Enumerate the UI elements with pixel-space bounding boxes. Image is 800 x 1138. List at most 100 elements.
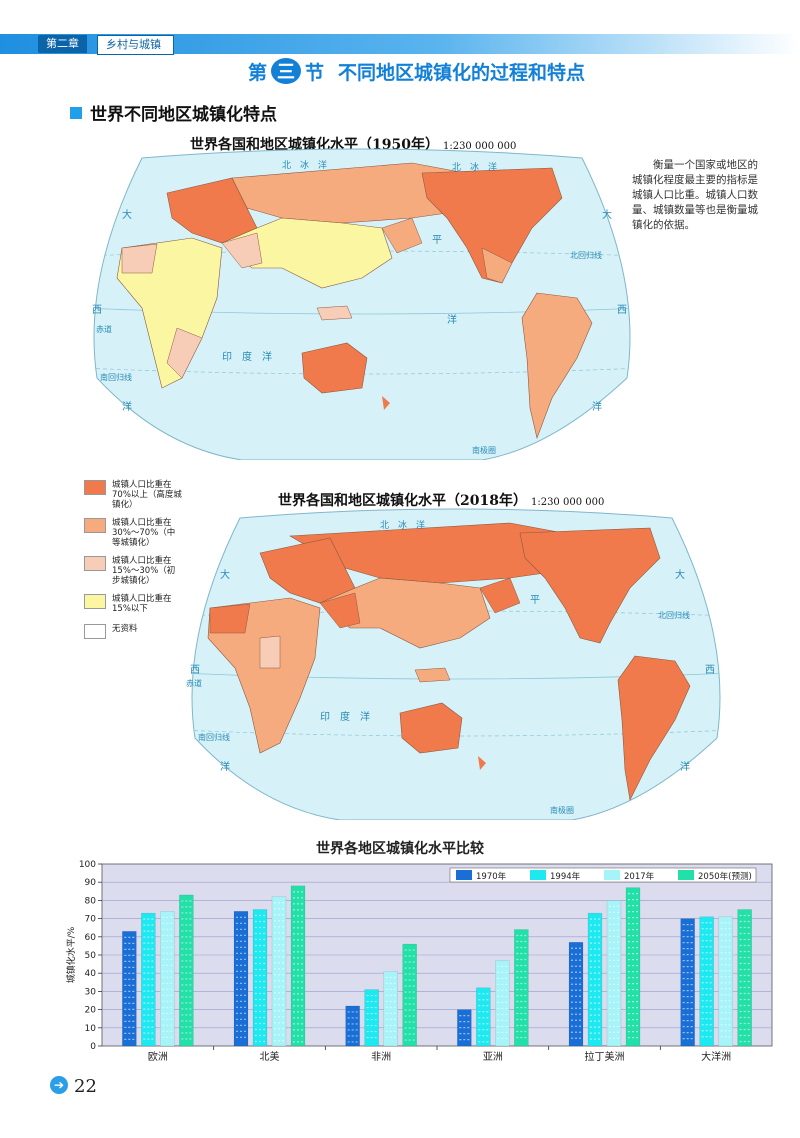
svg-text:南回归线: 南回归线 — [198, 732, 230, 742]
subheading: 世界不同地区城镇化特点 — [70, 100, 277, 125]
map1-asia — [221, 217, 393, 289]
y-tick-label: 50 — [85, 951, 97, 961]
legend-swatch — [456, 870, 472, 880]
bar — [625, 887, 641, 1047]
y-tick-label: 70 — [85, 915, 97, 925]
x-tick-label: 亚洲 — [483, 1051, 503, 1063]
page-number: 22 — [74, 1076, 97, 1097]
legend-label: 1994年 — [550, 871, 581, 882]
map2-south-america — [617, 655, 691, 801]
svg-text:大: 大 — [602, 208, 612, 221]
y-axis-label: 城镇化水平/% — [65, 926, 77, 983]
svg-text:南极圈: 南极圈 — [472, 445, 496, 455]
bar — [179, 894, 194, 1047]
map2-title-text: 世界各国和地区城镇化水平（2018年） — [278, 493, 527, 509]
svg-text:赤道: 赤道 — [96, 324, 112, 334]
legend-label: 城镇人口比重在30%～70%（中等城镇化） — [112, 518, 176, 548]
legend-swatch — [84, 556, 106, 571]
svg-text:西: 西 — [617, 305, 627, 316]
svg-text:西: 西 — [190, 665, 200, 676]
map2-asia — [319, 577, 491, 649]
legend-item-low: 城镇人口比重在15%～30%（初步城镇化） — [84, 556, 182, 586]
map2-africa — [207, 597, 321, 754]
world-map-2018: 北 冰 洋 大 大 平 西 西 印 度 洋 洋 洋 北回归线 赤道 南回归线 南… — [186, 508, 721, 820]
section-suffix: 节 — [305, 61, 325, 84]
svg-text:印 度 洋: 印 度 洋 — [320, 710, 370, 723]
x-tick-label: 非洲 — [371, 1051, 391, 1063]
chapter-title: 乡村与城镇 — [97, 35, 174, 55]
x-tick-label: 北美 — [260, 1050, 280, 1063]
legend-swatch — [678, 870, 694, 880]
legend-item-mid: 城镇人口比重在30%～70%（中等城镇化） — [84, 518, 182, 548]
bar — [160, 911, 175, 1047]
legend-swatch — [530, 870, 546, 880]
legend-label: 无资料 — [112, 624, 138, 634]
bar — [252, 909, 268, 1047]
svg-text:南极圈: 南极圈 — [550, 805, 574, 815]
y-tick-label: 20 — [85, 1006, 97, 1016]
svg-text:洋: 洋 — [680, 760, 690, 773]
svg-text:大: 大 — [122, 208, 132, 221]
svg-text:西: 西 — [92, 305, 102, 316]
svg-text:洋: 洋 — [220, 760, 230, 773]
y-tick-label: 0 — [90, 1042, 96, 1052]
legend-item-verylow: 城镇人口比重在15%以下 — [84, 594, 182, 614]
x-tick-label: 欧洲 — [148, 1051, 168, 1063]
legend-label: 城镇人口比重在70%以上（高度城镇化） — [112, 480, 182, 510]
y-tick-label: 90 — [85, 878, 97, 888]
section-prefix: 第 — [248, 61, 268, 84]
svg-text:北 冰 洋: 北 冰 洋 — [380, 519, 425, 531]
map1-south-america — [521, 292, 593, 440]
x-tick-label: 大洋洲 — [701, 1050, 731, 1063]
y-tick-label: 30 — [85, 987, 97, 997]
svg-text:平: 平 — [530, 595, 540, 606]
bar — [271, 896, 287, 1047]
bar — [568, 942, 584, 1047]
legend-item-high: 城镇人口比重在70%以上（高度城镇化） — [84, 480, 182, 510]
section-title: 第 三 节 不同地区城镇化的过程和特点 — [248, 56, 585, 86]
chart-title: 世界各地区城镇化水平比较 — [316, 841, 484, 857]
y-tick-label: 100 — [79, 860, 96, 870]
svg-text:印 度 洋: 印 度 洋 — [222, 350, 272, 363]
legend-swatch — [84, 594, 106, 609]
svg-text:平: 平 — [432, 235, 442, 246]
bar — [737, 909, 752, 1047]
subheading-text: 世界不同地区城镇化特点 — [90, 105, 277, 125]
bar — [495, 960, 510, 1047]
svg-text:大: 大 — [220, 568, 230, 581]
y-tick-label: 80 — [85, 896, 97, 906]
section-heading: 不同地区城镇化的过程和特点 — [338, 61, 586, 84]
legend-item-nodata: 无资料 — [84, 624, 182, 639]
svg-text:北回归线: 北回归线 — [658, 610, 690, 620]
legend-label: 1970年 — [476, 871, 507, 882]
bar — [699, 916, 714, 1047]
page-arrow-icon: ➔ — [50, 1076, 68, 1094]
bar — [402, 943, 417, 1047]
world-map-1950: 北 冰 洋 北 冰 洋 大 大 平 洋 西 西 印 度 洋 洋 洋 北回归线 赤… — [92, 148, 631, 460]
legend-label: 城镇人口比重在15%以下 — [112, 594, 172, 614]
map2-australia — [399, 702, 463, 754]
svg-text:北回归线: 北回归线 — [570, 250, 602, 260]
bar — [606, 900, 622, 1047]
legend-label: 2050年(预测) — [698, 871, 752, 882]
y-tick-label: 10 — [85, 1024, 97, 1034]
legend-label: 2017年 — [624, 871, 655, 882]
x-tick-label: 拉丁美洲 — [585, 1050, 625, 1063]
map2-north-america — [519, 527, 661, 644]
bar — [233, 911, 249, 1047]
map1-scale: 1:230 000 000 — [442, 141, 517, 152]
bar — [514, 929, 529, 1047]
svg-text:西: 西 — [705, 665, 715, 676]
svg-text:洋: 洋 — [592, 400, 602, 413]
svg-text:洋: 洋 — [447, 313, 457, 326]
svg-text:赤道: 赤道 — [186, 678, 202, 688]
svg-text:北 冰 洋: 北 冰 洋 — [452, 161, 497, 173]
svg-text:南回归线: 南回归线 — [100, 372, 132, 382]
bar — [718, 916, 733, 1047]
section-number-badge: 三 — [271, 58, 302, 84]
bar — [383, 971, 398, 1047]
legend-swatch — [84, 480, 106, 495]
map1-australia — [301, 342, 368, 394]
bar — [122, 931, 137, 1047]
legend-label: 城镇人口比重在15%～30%（初步城镇化） — [112, 556, 176, 586]
